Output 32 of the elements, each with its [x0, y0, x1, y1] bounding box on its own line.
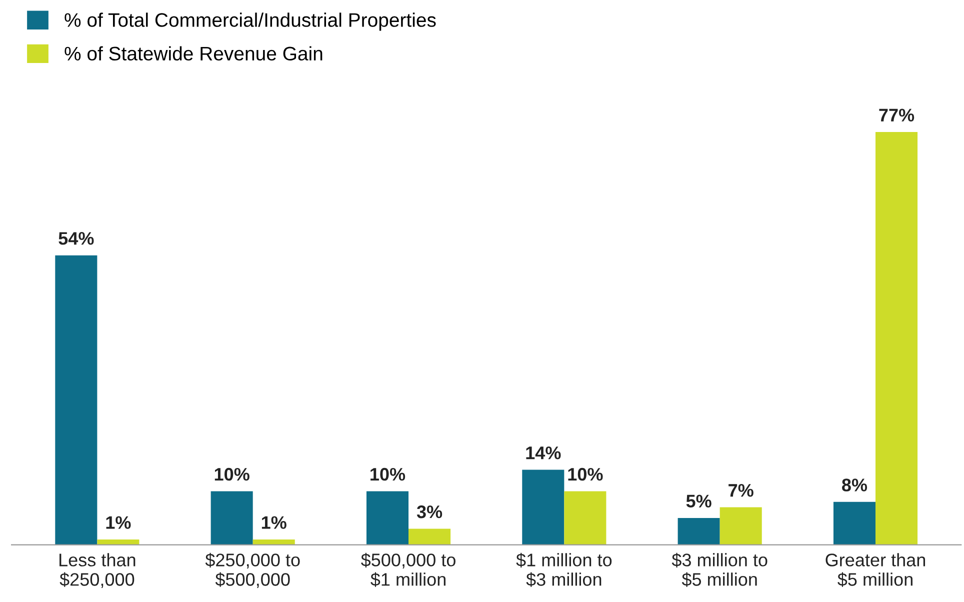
bar	[210, 491, 253, 545]
data-label: 3%	[416, 505, 442, 518]
data-label: 8%	[842, 478, 868, 492]
data-label: 10%	[568, 468, 603, 481]
data-label: 77%	[879, 108, 914, 122]
x-tick-label: Greater than $5 million	[826, 553, 926, 587]
bar	[408, 528, 451, 545]
bar	[55, 255, 98, 545]
data-label: 1%	[262, 516, 286, 529]
bar	[522, 470, 564, 545]
bar	[97, 539, 140, 545]
x-tick-label: $500,000 to $1 million	[361, 552, 456, 587]
legend-label: % of Total Commercial/Industrial Properties	[64, 12, 436, 31]
data-label: 7%	[728, 484, 754, 497]
x-tick-label: Less than $250,000	[60, 553, 136, 588]
data-label: 1%	[106, 516, 131, 529]
bar	[720, 507, 762, 545]
x-tick-label: $3 million to $5 million	[672, 552, 768, 587]
x-tick-label: $250,000 to $500,000	[205, 552, 300, 588]
legend-label: % of Statewide Revenue Gain	[64, 46, 322, 61]
data-label: 54%	[58, 232, 94, 245]
data-label: 10%	[370, 468, 406, 481]
bar	[833, 502, 876, 545]
x-tick-label: $1 million to $3 million	[516, 552, 612, 587]
bar	[678, 518, 720, 545]
data-label: 14%	[526, 446, 561, 460]
bar	[564, 491, 606, 545]
bar	[252, 539, 295, 545]
bar	[366, 491, 409, 545]
data-label: 5%	[686, 494, 712, 508]
data-label: 10%	[214, 468, 250, 481]
bar	[875, 132, 918, 545]
